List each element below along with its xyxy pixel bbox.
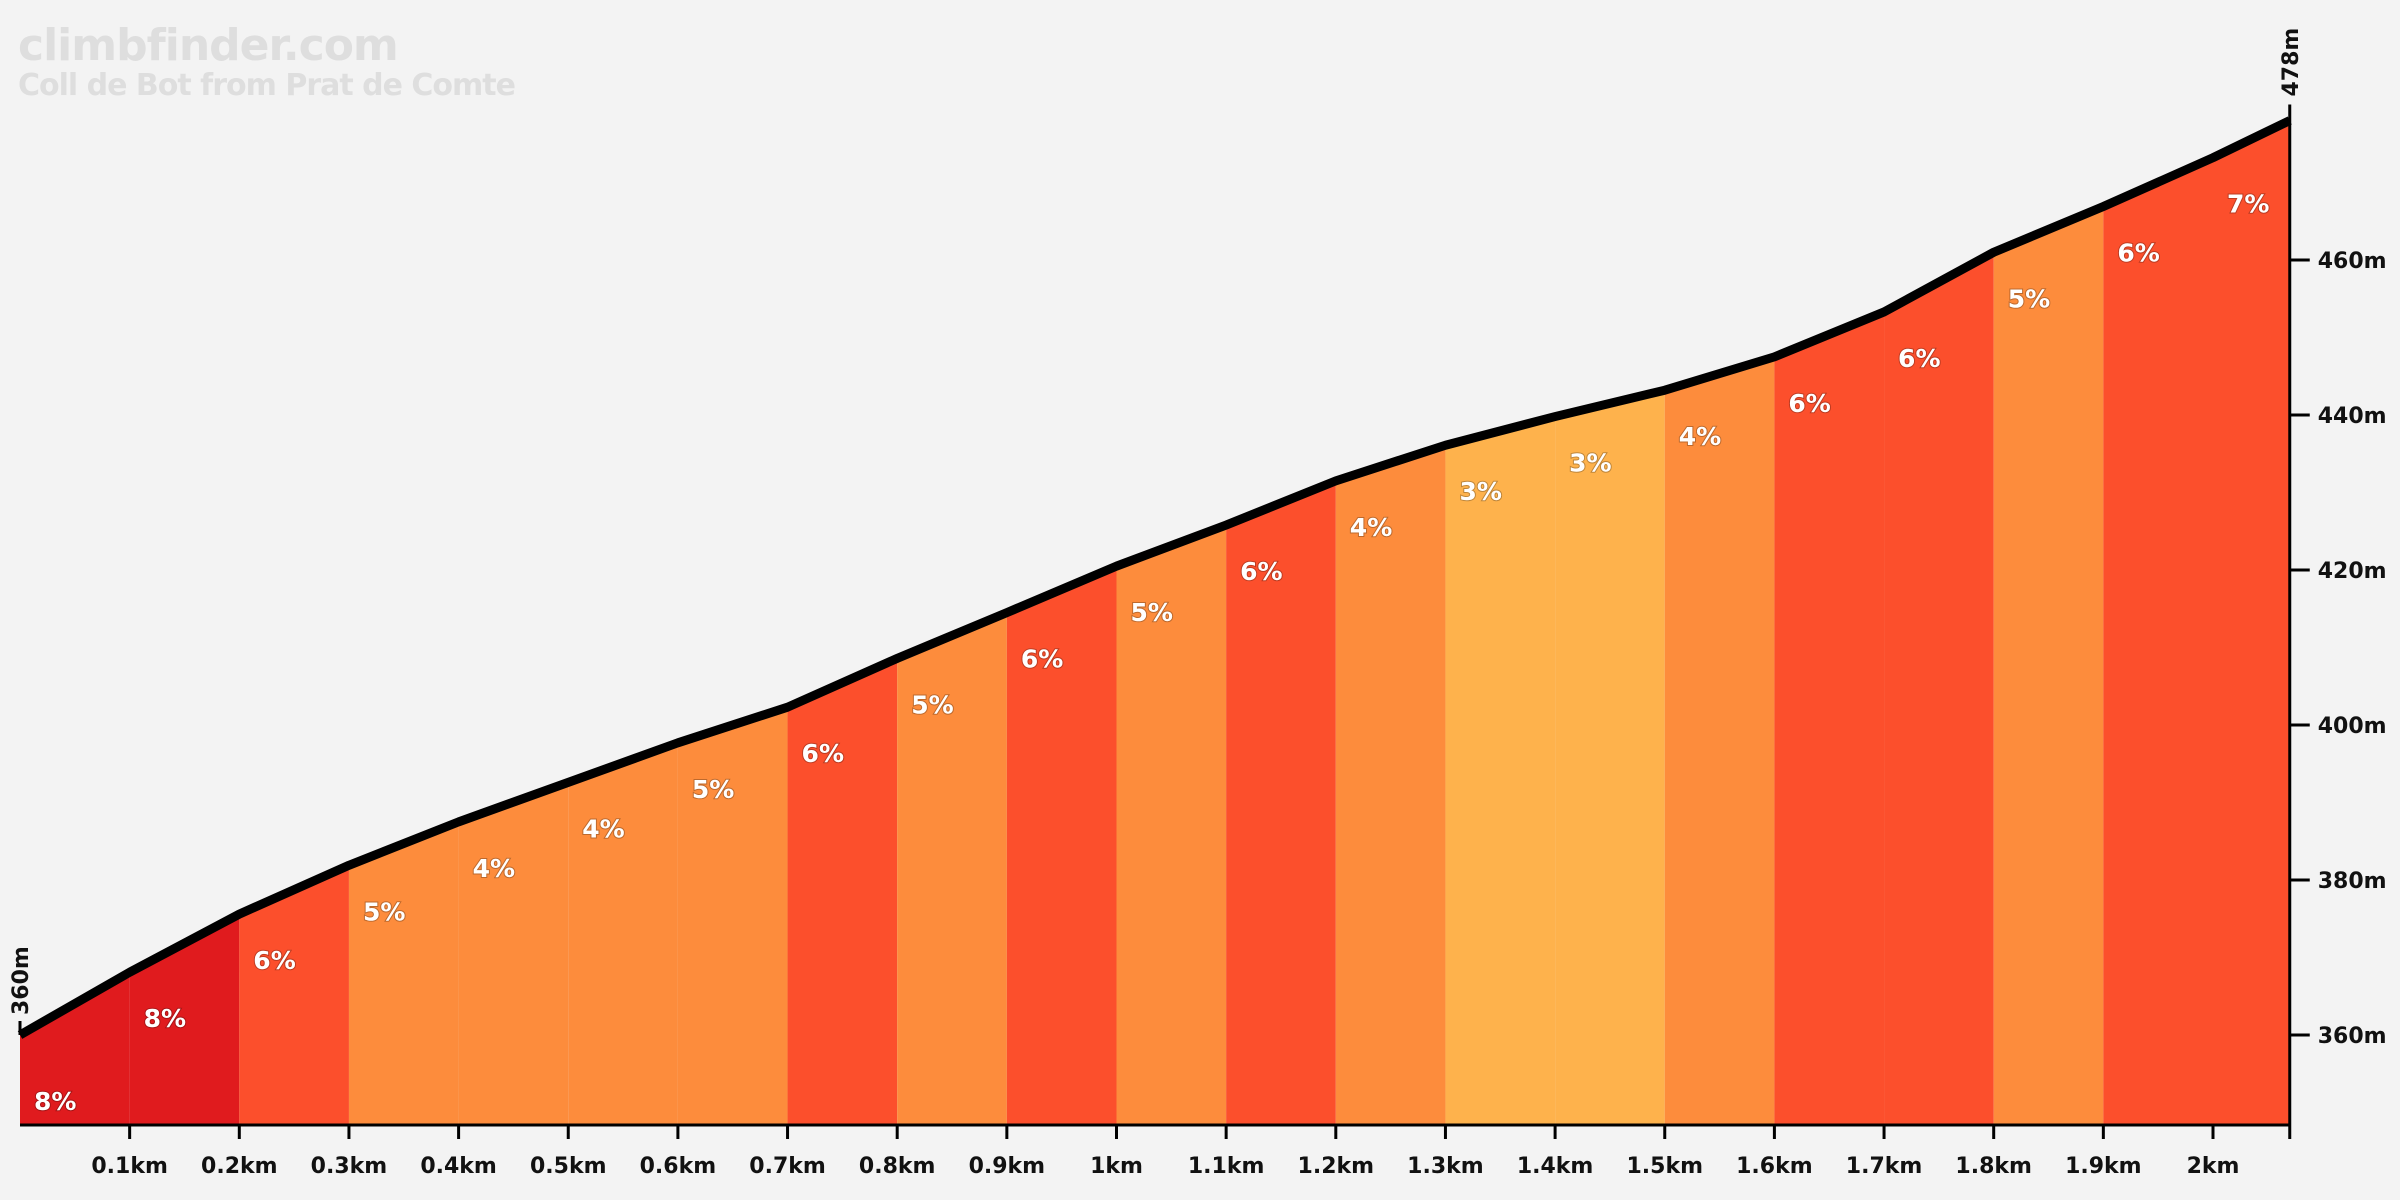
grade-label: 4% [473, 854, 515, 883]
x-tick-label: 0.5km [530, 1154, 607, 1179]
x-tick-label: 0.7km [749, 1154, 826, 1179]
grade-segment [787, 658, 898, 1125]
grade-segment [1445, 416, 1556, 1125]
grade-segment [348, 821, 459, 1125]
grade-label: 5% [911, 690, 953, 719]
x-tick-label: 0.1km [91, 1154, 168, 1179]
grade-segment [568, 742, 678, 1125]
x-tick-label: 1.7km [1846, 1154, 1923, 1179]
grade-label: 7% [2227, 190, 2269, 219]
x-tick-label: 1.5km [1626, 1154, 1703, 1179]
climb-title: Coll de Bot from Prat de Comte [18, 68, 516, 103]
grade-segment [1993, 206, 2104, 1125]
grade-label: 4% [1350, 513, 1392, 542]
grade-segment [677, 707, 788, 1125]
grade-label: 5% [363, 897, 405, 926]
grade-segment [2103, 157, 2213, 1125]
grade-segment [1226, 480, 1336, 1125]
y-tick-label: 400m [2318, 714, 2387, 739]
grade-segment [1884, 252, 1994, 1125]
grade-segment [1555, 390, 1665, 1125]
grade-segment [20, 972, 130, 1125]
x-tick-label: 0.9km [969, 1154, 1046, 1179]
grade-segment [458, 782, 569, 1125]
grade-label: 3% [1459, 477, 1501, 506]
grade-segment [1335, 445, 1446, 1126]
x-tick-label: 0.6km [640, 1154, 717, 1179]
x-tick-label: 1.4km [1517, 1154, 1594, 1179]
grade-label: 8% [144, 1004, 186, 1033]
grade-segment [1116, 525, 1227, 1125]
brand-logo[interactable]: climbfinder.com [18, 20, 399, 71]
grade-segment [1006, 566, 1117, 1125]
grade-segment [239, 865, 349, 1125]
y-tick-label: 420m [2318, 559, 2387, 584]
x-tick-label: 1.2km [1298, 1154, 1375, 1179]
y-tick-label: 440m [2318, 404, 2387, 429]
x-tick-label: 0.2km [201, 1154, 278, 1179]
grade-label: 3% [1569, 449, 1611, 478]
start-elevation-label: 360m [9, 946, 34, 1015]
grade-label: 4% [1679, 422, 1721, 451]
x-tick-label: 1km [1090, 1154, 1143, 1179]
x-tick-label: 1.9km [2065, 1154, 2142, 1179]
x-tick-label: 0.4km [420, 1154, 497, 1179]
x-tick-label: 1.6km [1736, 1154, 1813, 1179]
y-tick-label: 380m [2318, 869, 2387, 894]
grade-label: 8% [34, 1087, 76, 1116]
y-tick-label: 360m [2318, 1024, 2387, 1049]
x-tick-label: 1.3km [1407, 1154, 1484, 1179]
grade-segment [2213, 120, 2290, 1125]
grade-segment [1664, 356, 1775, 1125]
x-tick-label: 1.8km [1955, 1154, 2032, 1179]
y-tick-label: 460m [2318, 249, 2387, 274]
x-tick-label: 2km [2187, 1154, 2240, 1179]
grade-label: 5% [2008, 284, 2050, 313]
end-elevation-label: 478m [2279, 28, 2304, 97]
grade-label: 6% [2117, 239, 2159, 268]
grade-label: 6% [253, 946, 295, 975]
x-tick-label: 1.1km [1188, 1154, 1265, 1179]
grade-segment [897, 612, 1007, 1125]
grade-label: 6% [1240, 557, 1282, 586]
grade-segment [1774, 311, 1885, 1125]
profile-line [17, 116, 2292, 1039]
x-tick-label: 0.3km [311, 1154, 388, 1179]
grade-label: 5% [1131, 598, 1173, 627]
grade-label: 6% [802, 739, 844, 768]
grade-label: 4% [582, 814, 624, 843]
grade-label: 5% [692, 775, 734, 804]
x-tick-label: 0.8km [859, 1154, 936, 1179]
grade-label: 6% [1021, 645, 1063, 674]
grade-segment [129, 914, 240, 1125]
grade-label: 6% [1788, 389, 1830, 418]
grade-label: 6% [1898, 344, 1940, 373]
